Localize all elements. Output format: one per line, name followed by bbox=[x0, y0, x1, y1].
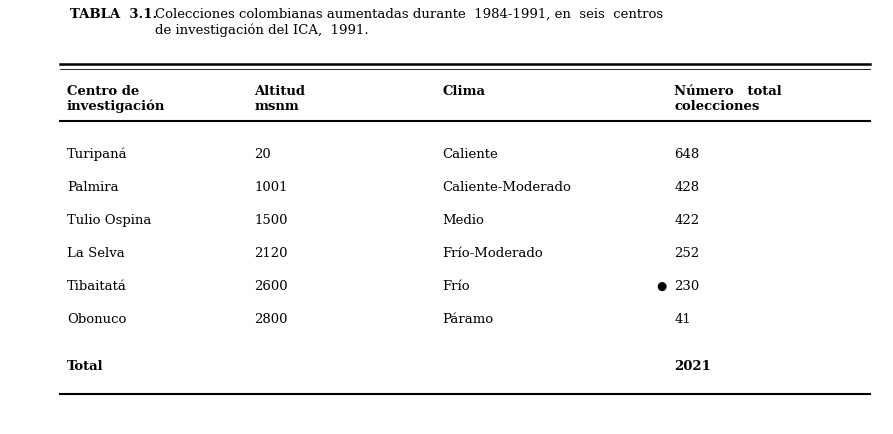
Text: ●: ● bbox=[656, 279, 666, 293]
Text: 2800: 2800 bbox=[255, 312, 288, 325]
Text: Clima: Clima bbox=[442, 85, 485, 98]
Text: investigación: investigación bbox=[67, 100, 165, 113]
Text: Frío: Frío bbox=[442, 279, 470, 293]
Text: 2021: 2021 bbox=[674, 359, 711, 372]
Text: Colecciones colombianas aumentadas durante  1984-1991, en  seis  centros
de inve: Colecciones colombianas aumentadas duran… bbox=[155, 8, 663, 36]
Text: Número   total: Número total bbox=[674, 85, 782, 98]
Text: Tulio Ospina: Tulio Ospina bbox=[67, 214, 151, 227]
Text: Frío-Moderado: Frío-Moderado bbox=[442, 247, 543, 260]
Text: 2600: 2600 bbox=[255, 279, 288, 293]
Text: Total: Total bbox=[67, 359, 104, 372]
Text: TABLA  3.1.: TABLA 3.1. bbox=[70, 8, 157, 21]
Text: Tibaitatá: Tibaitatá bbox=[67, 279, 127, 293]
Text: Caliente: Caliente bbox=[442, 148, 497, 161]
Text: msnm: msnm bbox=[255, 100, 299, 113]
Text: 252: 252 bbox=[674, 247, 699, 260]
Text: 20: 20 bbox=[255, 148, 271, 161]
Text: La Selva: La Selva bbox=[67, 247, 125, 260]
Text: Turipaná: Turipaná bbox=[67, 148, 128, 161]
Text: 41: 41 bbox=[674, 312, 691, 325]
Text: Medio: Medio bbox=[442, 214, 484, 227]
Text: Páramo: Páramo bbox=[442, 312, 493, 325]
Text: colecciones: colecciones bbox=[674, 100, 760, 113]
Text: 2120: 2120 bbox=[255, 247, 288, 260]
Text: Obonuco: Obonuco bbox=[67, 312, 126, 325]
Text: 648: 648 bbox=[674, 148, 699, 161]
Text: 422: 422 bbox=[674, 214, 699, 227]
Text: Caliente-Moderado: Caliente-Moderado bbox=[442, 181, 571, 194]
Text: 428: 428 bbox=[674, 181, 699, 194]
Text: 1500: 1500 bbox=[255, 214, 288, 227]
Text: 1001: 1001 bbox=[255, 181, 288, 194]
Text: Altitud: Altitud bbox=[255, 85, 305, 98]
Text: Palmira: Palmira bbox=[67, 181, 119, 194]
Text: Centro de: Centro de bbox=[67, 85, 139, 98]
Text: 230: 230 bbox=[674, 279, 699, 293]
